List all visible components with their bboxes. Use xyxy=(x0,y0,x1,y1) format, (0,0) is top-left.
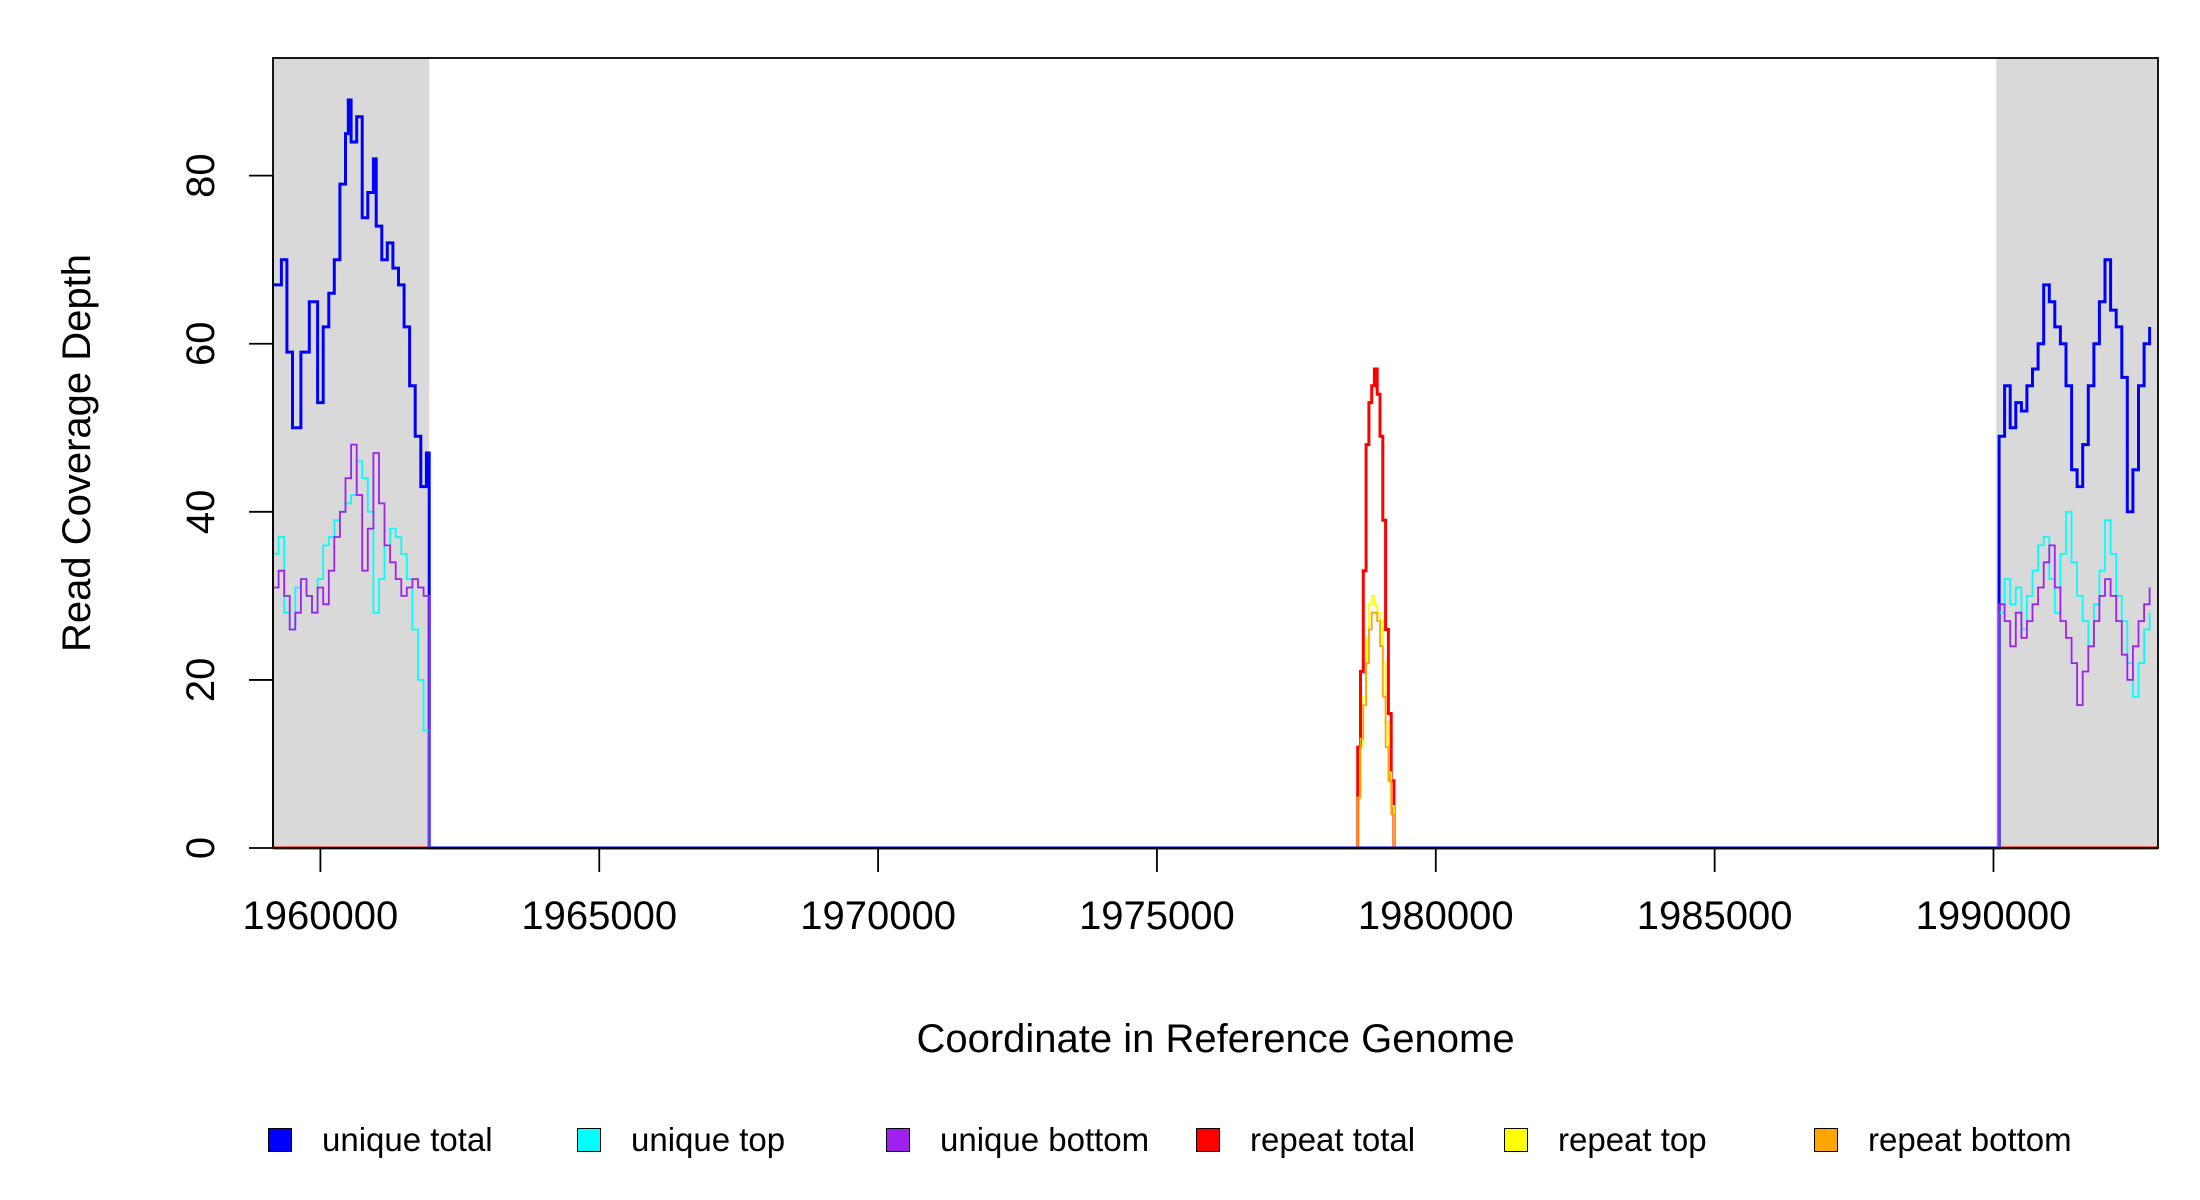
legend-swatch xyxy=(1196,1128,1220,1152)
series-lines xyxy=(273,98,2158,850)
legend-item: repeat top xyxy=(1504,1112,1707,1168)
series-line-unique-bottom xyxy=(273,443,2151,849)
x-tick-label: 1965000 xyxy=(521,894,677,938)
legend-label: unique top xyxy=(631,1121,786,1158)
x-axis-label: Coordinate in Reference Genome xyxy=(916,1017,1514,1061)
y-tick-label: 40 xyxy=(179,490,223,535)
y-tick-label: 80 xyxy=(179,153,223,198)
shaded-region xyxy=(1996,58,2158,848)
legend-swatch xyxy=(886,1128,910,1152)
legend-item: unique top xyxy=(577,1112,785,1168)
series-line-repeat-bottom xyxy=(273,611,2158,849)
legend-label: unique total xyxy=(322,1121,493,1158)
x-tick-label: 1960000 xyxy=(243,894,399,938)
legend-item: unique total xyxy=(268,1112,493,1168)
y-axis: 0 20 40 60 80 xyxy=(179,153,274,859)
y-tick-label: 20 xyxy=(179,658,223,703)
legend-label: unique bottom xyxy=(940,1121,1150,1158)
legend-item: repeat bottom xyxy=(1814,1112,2072,1168)
legend-item: unique bottom xyxy=(886,1112,1149,1168)
legend-label: repeat bottom xyxy=(1868,1121,2072,1158)
x-tick-label: 1990000 xyxy=(1916,894,2072,938)
y-axis-label: Read Coverage Depth xyxy=(55,254,99,652)
x-tick-label: 1970000 xyxy=(800,894,956,938)
plot-frame xyxy=(272,57,2159,849)
x-tick-label: 1985000 xyxy=(1637,894,1793,938)
legend-item: repeat total xyxy=(1196,1112,1415,1168)
legend-swatch xyxy=(577,1128,601,1152)
legend-swatch xyxy=(268,1128,292,1152)
legend-label: repeat top xyxy=(1558,1121,1707,1158)
series-line-unique-top xyxy=(273,460,2151,849)
x-tick-label: 1980000 xyxy=(1358,894,1514,938)
series-line-unique-total xyxy=(273,98,2152,850)
x-axis: 1960000 1965000 1970000 1975000 1980000 19850… xyxy=(243,847,2072,938)
legend-label: repeat total xyxy=(1250,1121,1416,1158)
x-tick-label: 1975000 xyxy=(1079,894,1235,938)
y-tick-label: 60 xyxy=(179,321,223,366)
series-line-repeat-total xyxy=(273,367,2158,850)
y-tick-label: 0 xyxy=(179,837,223,859)
series-line-repeat-top xyxy=(273,595,2158,849)
legend-swatch xyxy=(1814,1128,1838,1152)
legend: unique total unique top unique bottom repea… xyxy=(0,1112,2200,1168)
shaded-regions xyxy=(273,58,2158,848)
legend-swatch xyxy=(1504,1128,1528,1152)
